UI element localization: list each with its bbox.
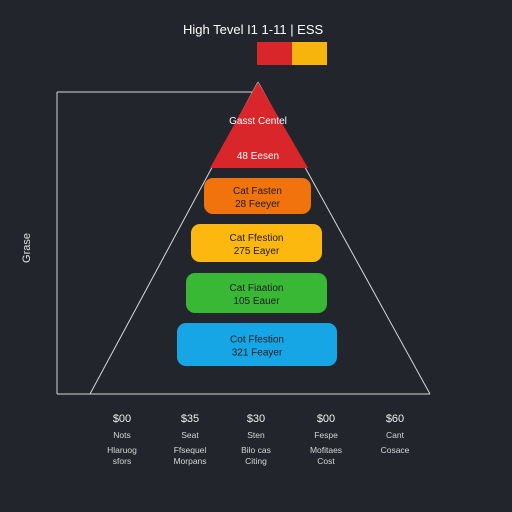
category-price: $60 bbox=[386, 413, 404, 425]
category-label: Ffsequel bbox=[174, 445, 207, 455]
tier-value: 48 Eesen bbox=[237, 151, 279, 162]
category-label: Mofitaes bbox=[310, 445, 342, 455]
tier-shape bbox=[191, 224, 322, 262]
category-label: Cosace bbox=[381, 445, 410, 455]
y-axis-label: Grase bbox=[21, 233, 33, 263]
category-label: Morpans bbox=[173, 456, 206, 466]
category-label: Seat bbox=[181, 430, 199, 440]
tier-1: Gasst Centel 48 Eesen bbox=[210, 82, 308, 168]
category-price: $35 bbox=[181, 413, 199, 425]
category-price: $00 bbox=[113, 413, 131, 425]
tier-value: 321 Feayer bbox=[232, 348, 283, 359]
category-price: $30 bbox=[247, 413, 265, 425]
category-label: sfors bbox=[113, 456, 131, 466]
tier-shape bbox=[177, 323, 337, 366]
category-label: Citing bbox=[245, 456, 267, 466]
category-label: Sten bbox=[247, 430, 265, 440]
tier-2: Cat Fasten 28 Feeyer bbox=[204, 178, 311, 214]
legend bbox=[257, 42, 327, 65]
legend-swatch-2 bbox=[292, 42, 327, 65]
category-5: $60 Cant Cosace bbox=[381, 413, 410, 455]
legend-swatch-1 bbox=[257, 42, 292, 65]
tier-5: Cot Ffestion 321 Feayer bbox=[177, 323, 337, 366]
category-label: Cost bbox=[317, 456, 335, 466]
tier-name: Cat Fasten bbox=[233, 186, 282, 197]
tier-name: Cat Ffestion bbox=[230, 233, 284, 244]
category-label: Cant bbox=[386, 430, 405, 440]
tier-3: Cat Ffestion 275 Eayer bbox=[191, 224, 322, 262]
tier-value: 275 Eayer bbox=[234, 246, 280, 257]
tier-shape bbox=[204, 178, 311, 214]
category-label: Nots bbox=[113, 430, 130, 440]
tier-shape bbox=[210, 82, 308, 168]
category-label: Bilo cas bbox=[241, 445, 271, 455]
tier-value: 105 Eauer bbox=[233, 296, 280, 307]
tier-4: Cat Fiaation 105 Eauer bbox=[186, 273, 327, 313]
tier-name: Cot Ffestion bbox=[230, 335, 284, 346]
tier-value: 28 Feeyer bbox=[235, 199, 281, 210]
category-label: Hlaruog bbox=[107, 445, 137, 455]
tier-shape bbox=[186, 273, 327, 313]
tier-name: Gasst Centel bbox=[229, 116, 287, 127]
tier-name: Cat Fiaation bbox=[230, 283, 284, 294]
category-price: $00 bbox=[317, 413, 335, 425]
category-label: Fespe bbox=[314, 430, 338, 440]
chart-title: High Tevel I1 1-11 | ESS bbox=[183, 22, 324, 37]
